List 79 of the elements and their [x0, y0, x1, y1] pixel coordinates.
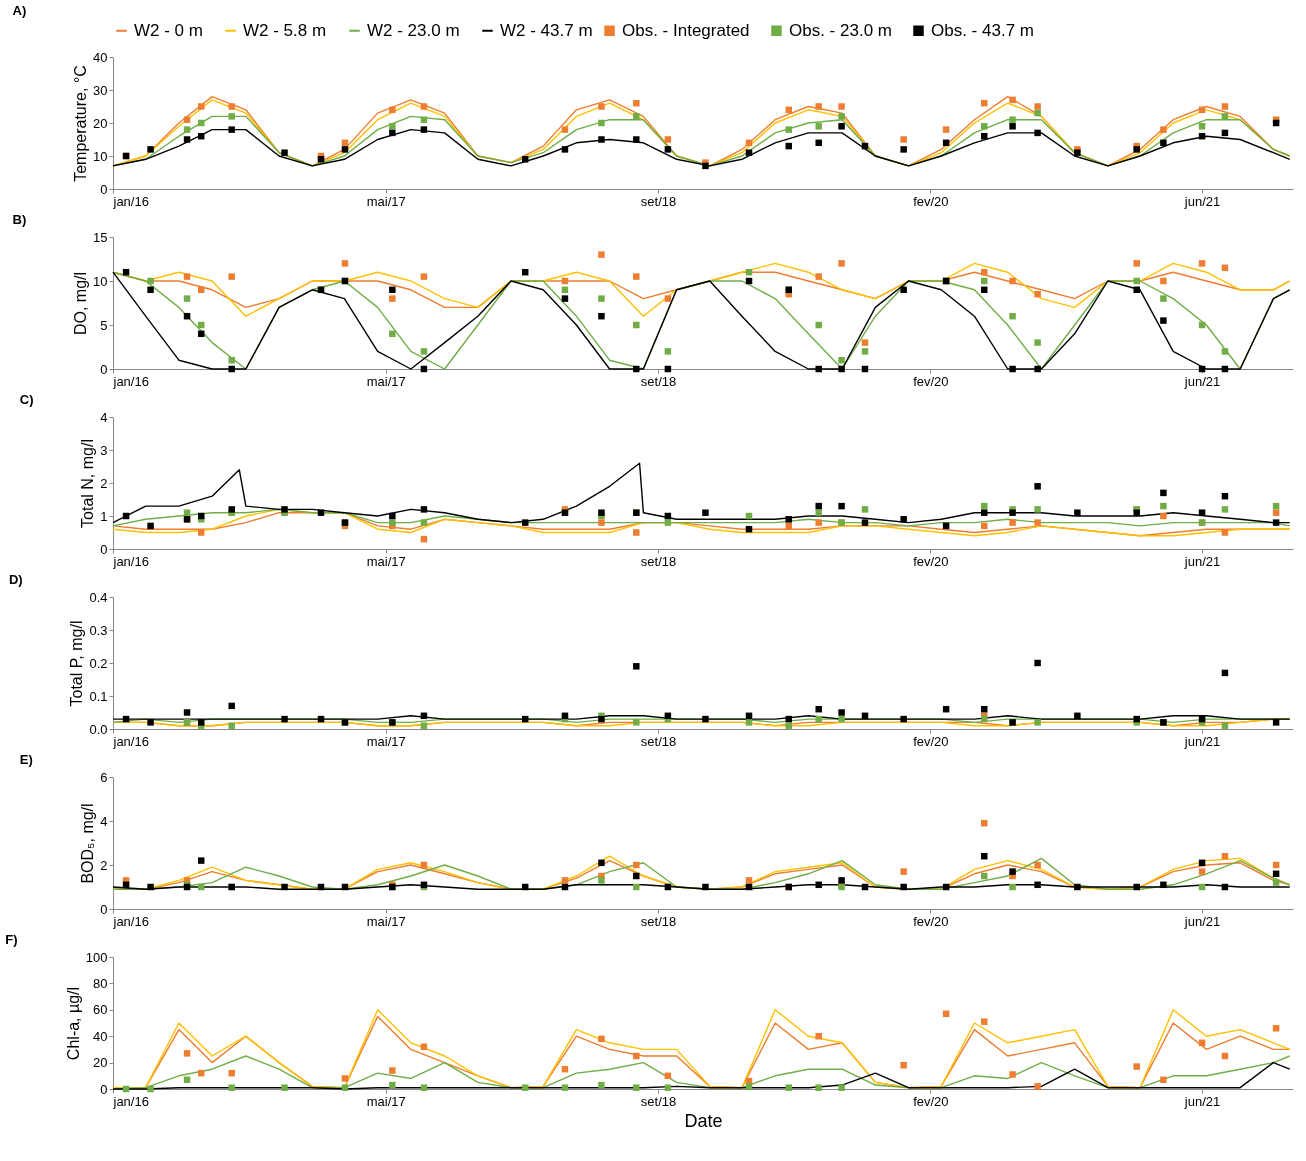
y-tick-label: 0: [100, 181, 108, 197]
legend-label: Obs. - 43.7 m: [931, 20, 1034, 40]
x-tick-label: jan/16: [112, 553, 149, 569]
y-tick-label: 100: [85, 949, 108, 965]
y-tick-label: 0: [100, 361, 108, 377]
y-axis-title: Total P, mg/l: [68, 620, 86, 707]
x-tick-label: jun/21: [1183, 733, 1221, 749]
x-tick-label: mai/17: [366, 373, 406, 389]
y-tick-label: 40: [93, 49, 108, 65]
x-tick-label: jan/16: [112, 373, 149, 389]
chart-title: B): [12, 212, 27, 227]
x-tick-label: jan/16: [112, 1093, 149, 1109]
y-tick-label: 2: [100, 475, 108, 491]
x-tick-label: fev/20: [913, 733, 949, 749]
y-tick-label: 0: [100, 541, 108, 557]
x-tick-label: set/18: [640, 373, 677, 389]
x-tick-label: jun/21: [1183, 553, 1221, 569]
y-tick-label: 15: [93, 229, 108, 245]
y-tick-label: 1: [100, 508, 108, 524]
y-tick-label: 0.2: [89, 655, 108, 671]
x-tick-label: fev/20: [913, 1093, 949, 1109]
y-tick-label: 40: [93, 1028, 108, 1044]
y-tick-label: 30: [93, 82, 108, 98]
y-tick-label: 0.4: [89, 589, 108, 605]
y-tick-label: 0: [100, 1081, 108, 1097]
x-tick-label: mai/17: [366, 193, 406, 209]
x-tick-label: jun/21: [1183, 193, 1221, 209]
y-tick-label: 0.1: [89, 688, 108, 704]
x-tick-label: jan/16: [112, 913, 149, 929]
y-axis-title: Temperature, °C: [72, 65, 90, 182]
chart-title: A): [12, 3, 27, 18]
x-tick-label: fev/20: [913, 193, 949, 209]
x-tick-label: set/18: [640, 913, 677, 929]
x-tick-label: set/18: [640, 1093, 677, 1109]
legend-label: W2 - 0 m: [134, 20, 203, 40]
x-tick-label: set/18: [640, 553, 677, 569]
y-tick-label: 10: [93, 148, 108, 164]
y-tick-label: 20: [93, 115, 108, 131]
x-tick-label: mai/17: [366, 1093, 406, 1109]
x-tick-label: jan/16: [112, 733, 149, 749]
y-tick-label: 5: [100, 317, 108, 333]
chart-title: D): [8, 572, 23, 587]
chart-title: E): [19, 752, 33, 767]
y-tick-label: 4: [100, 813, 108, 829]
x-tick-label: jun/21: [1183, 373, 1221, 389]
y-axis-title: BOD₅, mg/l: [79, 803, 97, 884]
x-tick-label: set/18: [640, 193, 677, 209]
y-tick-label: 0.3: [89, 622, 108, 638]
legend-label: W2 - 5.8 m: [243, 20, 327, 40]
x-tick-label: mai/17: [366, 913, 406, 929]
chart-title: F): [5, 932, 18, 947]
y-tick-label: 2: [100, 857, 108, 873]
y-tick-label: 80: [93, 975, 108, 991]
x-tick-label: fev/20: [913, 913, 949, 929]
legend-label: W2 - 43.7 m: [500, 20, 593, 40]
x-tick-label: mai/17: [366, 733, 406, 749]
y-axis-title: DO, mg/l: [72, 271, 90, 336]
x-tick-label: jun/21: [1183, 913, 1221, 929]
y-axis-title: Total N, mg/l: [79, 439, 97, 528]
x-tick-label: jun/21: [1183, 1093, 1221, 1109]
y-tick-label: 3: [100, 442, 108, 458]
x-tick-label: fev/20: [913, 373, 949, 389]
y-tick-label: 6: [100, 769, 108, 785]
y-tick-label: 4: [100, 409, 108, 425]
y-tick-label: 20: [93, 1055, 108, 1071]
legend-label: Obs. - 23.0 m: [789, 20, 892, 40]
y-axis-title: Chl-a, µg/l: [64, 986, 82, 1061]
y-tick-label: 60: [93, 1002, 108, 1018]
x-tick-label: jan/16: [112, 193, 149, 209]
chart-title: C): [19, 392, 34, 407]
y-tick-label: 0: [100, 901, 108, 917]
legend-label: W2 - 23.0 m: [367, 20, 460, 40]
x-tick-label: mai/17: [366, 553, 406, 569]
y-tick-label: 0.0: [89, 721, 108, 737]
x-tick-label: fev/20: [913, 553, 949, 569]
x-axis-title: Date: [684, 1110, 723, 1131]
y-tick-label: 10: [93, 273, 108, 289]
legend-label: Obs. - Integrated: [622, 20, 750, 40]
x-tick-label: set/18: [640, 733, 677, 749]
